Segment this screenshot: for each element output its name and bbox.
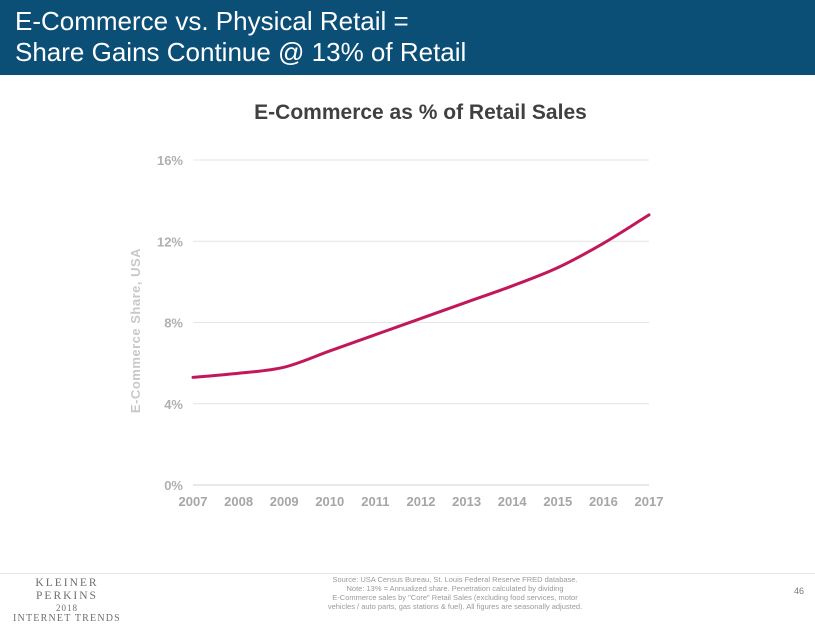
x-tick-label: 2007 [179,494,208,509]
y-tick-label: 8% [164,316,183,331]
x-tick-label: 2015 [543,494,572,509]
x-tick-label: 2008 [224,494,253,509]
brand-line-1: KLEINER PERKINS [35,577,99,602]
x-tick-label: 2014 [498,494,528,509]
y-tick-label: 0% [164,478,183,493]
y-tick-label: 16% [157,153,183,168]
source-line: Note: 13% = Annualized share. Penetratio… [346,584,564,593]
chart-title: E-Commerce as % of Retail Sales [254,101,587,124]
x-tick-label: 2012 [407,494,436,509]
x-tick-label: 2009 [270,494,299,509]
x-tick-label: 2010 [315,494,344,509]
x-tick-label: 2017 [635,494,664,509]
series-line [191,213,651,379]
x-tick-label: 2016 [589,494,618,509]
footer-divider [0,573,815,574]
brand-line-3: INTERNET TRENDS [13,613,121,624]
brand-line-2: 2018 [56,603,78,613]
y-tick-label: 12% [157,234,183,249]
y-tick-label: 4% [164,397,183,412]
y-axis-label: E-Commerce Share, USA [128,248,143,413]
slide-header: E-Commerce vs. Physical Retail = Share G… [0,0,815,75]
page-number: 46 [793,586,804,596]
slide-title-line-2: Share Gains Continue @ 13% of Retail [15,37,467,67]
slide-title-line-1: E-Commerce vs. Physical Retail = [15,6,409,36]
x-tick-label: 2011 [361,494,389,509]
brand-logo: KLEINER PERKINS 2018 INTERNET TRENDS [7,577,127,625]
source-line: Source: USA Census Bureau, St. Louis Fed… [332,575,578,584]
source-line: E-Commerce sales by "Core" Retail Sales … [332,593,578,602]
source-note: Source: USA Census Bureau, St. Louis Fed… [290,575,620,611]
source-line: vehicles / auto parts, gas stations & fu… [327,602,583,611]
x-tick-label: 2013 [452,494,481,509]
line-chart: 0% 4% 8% 12% 16% 2007 2008 2009 2010 2011 2012 201… [128,153,664,509]
